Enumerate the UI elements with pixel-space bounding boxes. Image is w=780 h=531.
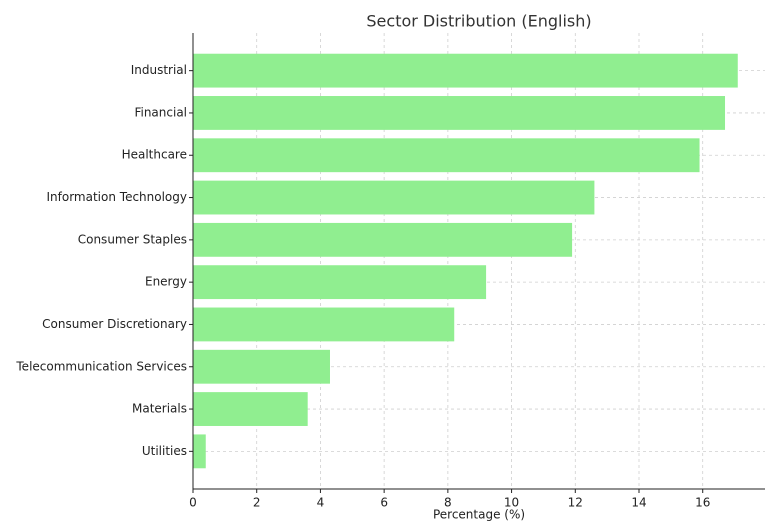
- y-tick-label: Financial: [134, 105, 187, 119]
- x-tick-label: 8: [444, 496, 452, 510]
- y-tick-label: Telecommunication Services: [15, 359, 187, 373]
- chart-title: Sector Distribution (English): [366, 12, 591, 31]
- bar: [193, 53, 738, 88]
- x-tick-label: 12: [568, 496, 583, 510]
- x-axis-label: Percentage (%): [433, 508, 525, 522]
- x-tick-label: 0: [189, 496, 197, 510]
- y-tick-label: Healthcare: [122, 148, 187, 162]
- y-tick-label: Consumer Discretionary: [42, 317, 187, 331]
- y-tick-label: Information Technology: [47, 190, 188, 204]
- bar: [193, 180, 595, 215]
- x-tick-label: 2: [253, 496, 261, 510]
- bar: [193, 138, 700, 173]
- y-tick-label: Industrial: [131, 63, 187, 77]
- bar: [193, 349, 330, 384]
- y-tick-label: Energy: [145, 275, 187, 289]
- x-tick-label: 10: [504, 496, 519, 510]
- y-tick-label: Materials: [132, 402, 187, 416]
- x-tick-label: 4: [317, 496, 325, 510]
- bar: [193, 307, 455, 342]
- x-tick-label: 16: [695, 496, 710, 510]
- x-tick-label: 14: [631, 496, 646, 510]
- bar: [193, 265, 487, 300]
- bar: [193, 434, 206, 469]
- y-tick-label: Consumer Staples: [78, 232, 187, 246]
- bar: [193, 392, 308, 426]
- bar: [193, 96, 726, 130]
- bar: [193, 222, 573, 257]
- x-tick-label: 6: [380, 496, 388, 510]
- y-tick-label: Utilities: [142, 444, 187, 458]
